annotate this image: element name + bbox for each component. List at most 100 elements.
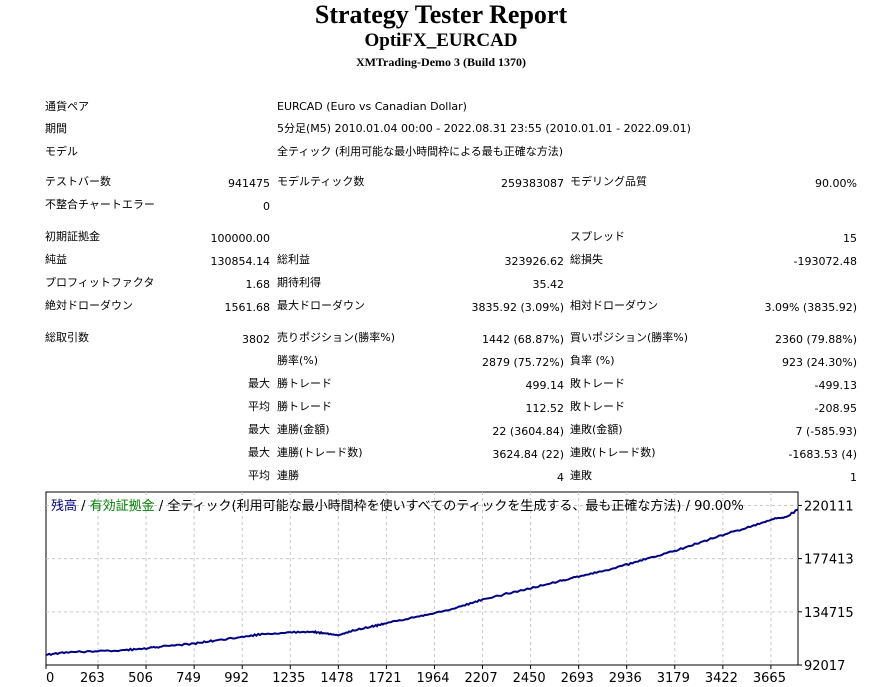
win-rate-value: 2879 (75.72%)	[481, 356, 564, 369]
x-tick-label: 3665	[753, 671, 786, 686]
chart-legend: 残高 / 有効証拠金 / 全ティック(利用可能な最小時間枠を使いすべてのティック…	[51, 498, 744, 514]
x-tick-label: 2936	[609, 671, 642, 686]
loss-rate-value: 923 (24.30%)	[781, 356, 857, 369]
max-consec-word: 最大	[248, 423, 270, 436]
largest-loss-label: 敗トレード	[570, 377, 625, 390]
bars-label: テストバー数	[45, 175, 111, 188]
x-tick-labels: 0 263 506 749 992 1235 1478 1721 1964 2207 2450 269…	[45, 665, 786, 686]
x-tick-label: 3422	[705, 671, 738, 686]
gross-loss-value: -193072.48	[793, 255, 857, 268]
expected-payoff-label: 期待利得	[277, 276, 321, 289]
period-value: 5分足(M5) 2010.01.04 00:00 - 2022.08.31 23…	[277, 122, 691, 135]
max-consec-win-value: 22 (3604.84)	[492, 425, 564, 438]
gross-profit-label: 総利益	[277, 253, 310, 266]
rel-drawdown-value: 3.09% (3835.92)	[764, 301, 857, 314]
x-tick-label: 2450	[513, 671, 546, 686]
period-label: 期間	[45, 122, 67, 135]
x-tick-label: 2207	[465, 671, 498, 686]
x-tick-label: 1721	[368, 671, 401, 686]
largest-word: 最大	[248, 377, 270, 390]
long-positions-label: 買いポジション(勝率%)	[570, 331, 689, 344]
max-drawdown-value: 3835.92 (3.09%)	[471, 301, 564, 314]
y-tick-labels: 92017 134715 177413 220111	[798, 499, 854, 674]
abs-drawdown-label: 絶対ドローダウン	[45, 299, 133, 312]
rel-drawdown-label: 相対ドローダウン	[570, 299, 658, 312]
chart-grid	[46, 492, 798, 665]
avg-loss-label: 敗トレード	[570, 400, 625, 413]
avg-win-label: 勝トレード	[277, 400, 332, 413]
ticks-label: モデルティック数	[277, 175, 365, 188]
bars-value: 941475	[228, 177, 270, 190]
loss-rate-label: 負率 (%)	[570, 354, 615, 367]
y-tick-label: 92017	[804, 659, 845, 674]
avg-consec-loss-label: 連敗	[570, 469, 592, 482]
expected-payoff-value: 35.42	[532, 278, 565, 291]
short-positions-label: 売りポジション(勝率%)	[277, 331, 396, 344]
avg-loss-value: -208.95	[814, 402, 857, 415]
expert-name: OptiFX_EURCAD	[364, 30, 518, 51]
max-consec-lossamt-label: 連敗(トレード数)	[570, 446, 656, 459]
spread-label: スプレッド	[570, 230, 625, 243]
x-tick-label: 263	[80, 671, 105, 686]
x-tick-label: 0	[46, 671, 54, 686]
win-rate-label: 勝率(%)	[277, 354, 319, 367]
max-consec-amt-word: 最大	[248, 446, 270, 459]
total-trades-label: 総取引数	[45, 331, 89, 344]
symbol-label: 通貨ペア	[45, 100, 89, 113]
quality-value: 90.00%	[815, 177, 857, 190]
report-title: Strategy Tester Report	[314, 0, 568, 29]
x-tick-label: 1235	[272, 671, 305, 686]
largest-win-value: 499.14	[525, 379, 565, 392]
quality-label: モデリング品質	[570, 175, 647, 188]
avg-win-value: 112.52	[525, 402, 565, 415]
y-tick-label: 134715	[804, 606, 854, 621]
symbol-value: EURCAD (Euro vs Canadian Dollar)	[277, 100, 467, 113]
model-value: 全ティック (利用可能な最小時間枠による最も正確な方法)	[277, 145, 564, 158]
y-tick-label: 220111	[804, 499, 854, 514]
max-consec-profit-label: 連勝(トレード数)	[277, 446, 363, 459]
largest-loss-value: -499.13	[814, 379, 857, 392]
max-consec-profit-value: 3624.84 (22)	[492, 448, 564, 461]
profit-factor-label: プロフィットファクタ	[45, 276, 155, 289]
x-tick-label: 506	[128, 671, 153, 686]
balance-line	[45, 508, 799, 657]
max-drawdown-label: 最大ドローダウン	[277, 299, 365, 312]
long-positions-value: 2360 (79.88%)	[774, 333, 857, 346]
net-profit-label: 純益	[45, 253, 67, 266]
avg-consec-win-label: 連勝	[277, 469, 299, 482]
gross-loss-label: 総損失	[570, 253, 603, 266]
spread-value: 15	[843, 232, 857, 245]
net-profit-value: 130854.14	[210, 255, 271, 268]
x-tick-label: 992	[224, 671, 249, 686]
server-build: XMTrading-Demo 3 (Build 1370)	[355, 55, 527, 69]
ticks-value: 259383087	[501, 177, 564, 190]
short-positions-value: 1442 (68.87%)	[481, 333, 564, 346]
max-consec-lossamt-value: -1683.53 (4)	[788, 448, 857, 461]
profit-factor-value: 1.68	[245, 278, 271, 291]
x-tick-label: 1478	[320, 671, 353, 686]
model-label: モデル	[45, 145, 78, 158]
max-consec-loss-value: 7 (-585.93)	[795, 425, 857, 438]
legend-sep: /	[77, 499, 90, 514]
chart-series	[45, 508, 799, 657]
abs-drawdown-value: 1561.68	[224, 301, 271, 314]
gross-profit-value: 323926.62	[504, 255, 565, 268]
legend-equity: 有効証拠金	[90, 498, 155, 514]
deposit-value: 100000.00	[210, 232, 271, 245]
x-tick-label: 749	[176, 671, 201, 686]
max-consec-loss-label: 連敗(金額)	[570, 423, 623, 436]
deposit-label: 初期証拠金	[45, 230, 100, 243]
legend-balance: 残高	[51, 498, 77, 514]
avg-consec-loss-value: 1	[850, 471, 857, 484]
x-tick-label: 1964	[416, 671, 449, 686]
max-consec-win-label: 連勝(金額)	[277, 423, 330, 436]
average-word: 平均	[248, 400, 270, 413]
x-tick-label: 2693	[561, 671, 594, 686]
legend-rest: / 全ティック(利用可能な最小時間枠を使いすべてのティックを生成する、最も正確な…	[155, 498, 744, 514]
mismatch-label: 不整合チャートエラー	[45, 198, 155, 211]
total-trades-value: 3802	[242, 333, 270, 346]
avg-consec-win-value: 4	[557, 471, 564, 484]
chart-frame	[45, 491, 799, 666]
avg-consec-word: 平均	[248, 469, 270, 482]
